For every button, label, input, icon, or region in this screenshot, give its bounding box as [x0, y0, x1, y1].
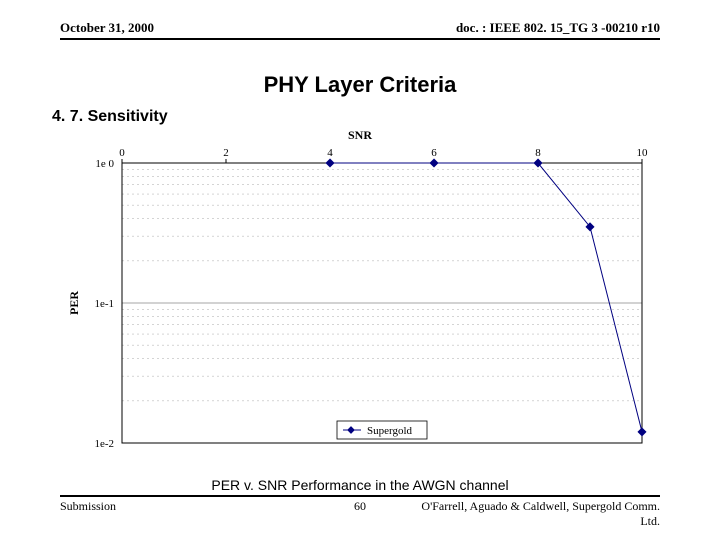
footer-left: Submission	[60, 499, 116, 514]
svg-text:10: 10	[637, 147, 649, 159]
footer-authors: O'Farrell, Aguado & Caldwell, Supergold …	[400, 499, 660, 529]
svg-text:4: 4	[327, 147, 333, 159]
svg-text:8: 8	[535, 147, 541, 159]
header-doc-id: doc. : IEEE 802. 15_TG 3 -00210 r10	[456, 20, 660, 36]
svg-text:6: 6	[431, 147, 437, 159]
page-footer: Submission 60 O'Farrell, Aguado & Caldwe…	[60, 495, 660, 529]
footer-page-number: 60	[354, 499, 366, 514]
page-header: October 31, 2000 doc. : IEEE 802. 15_TG …	[60, 20, 660, 40]
section-heading: 4. 7. Sensitivity	[52, 108, 168, 126]
chart-caption: PER v. SNR Performance in the AWGN chann…	[0, 477, 720, 493]
svg-text:1e 0: 1e 0	[95, 158, 114, 170]
header-date: October 31, 2000	[60, 20, 154, 36]
svg-text:0: 0	[119, 147, 125, 159]
svg-text:2: 2	[223, 147, 229, 159]
svg-text:1e-1: 1e-1	[94, 298, 114, 310]
chart-title: SNR	[60, 128, 660, 143]
sensitivity-chart: SNR 1e 0 1e-1 1e-2 0 2 4 6 8 10 PER Supergold	[60, 128, 660, 468]
svg-text:PER: PER	[67, 291, 81, 315]
chart-svg: 1e 0 1e-1 1e-2 0 2 4 6 8 10 PER Supergold	[60, 145, 660, 465]
page-title: PHY Layer Criteria	[0, 72, 720, 98]
svg-text:Supergold: Supergold	[367, 425, 413, 437]
svg-text:1e-2: 1e-2	[94, 438, 114, 450]
